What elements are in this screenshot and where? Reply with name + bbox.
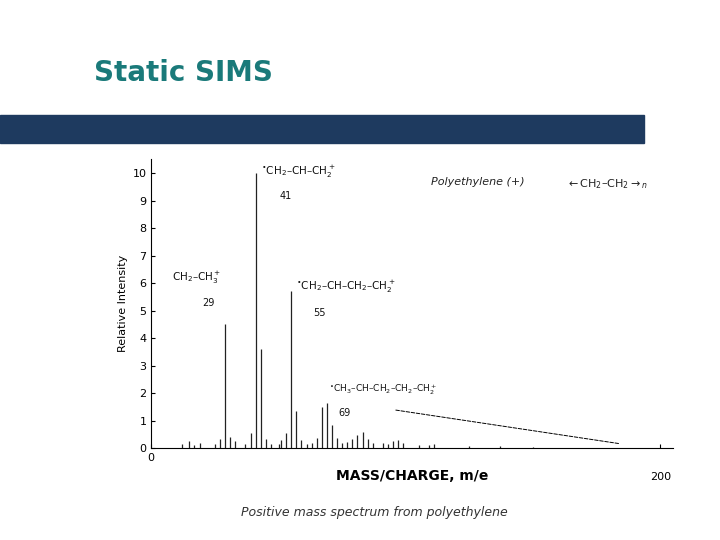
- Text: 69: 69: [338, 408, 351, 418]
- Text: $\leftarrow$CH$_2$–CH$_2\rightarrow_n$: $\leftarrow$CH$_2$–CH$_2\rightarrow_n$: [566, 177, 649, 191]
- Y-axis label: Relative Intensity: Relative Intensity: [118, 255, 128, 353]
- Text: $^{\bullet}$CH$_2$–CH–CH$_2$–CH$_2^+$: $^{\bullet}$CH$_2$–CH–CH$_2$–CH$_2^+$: [297, 279, 396, 295]
- Text: 55: 55: [313, 308, 325, 318]
- Text: CH$_2$–CH$_3^+$: CH$_2$–CH$_3^+$: [171, 270, 221, 286]
- Text: $^{\bullet}$CH$_3$–CH–CH$_2$–CH$_2$–CH$_2^+$: $^{\bullet}$CH$_3$–CH–CH$_2$–CH$_2$–CH$_…: [330, 383, 438, 397]
- Text: Positive mass spectrum from polyethylene: Positive mass spectrum from polyethylene: [241, 505, 508, 519]
- Text: 29: 29: [202, 298, 215, 308]
- X-axis label: MASS/CHARGE, m/e: MASS/CHARGE, m/e: [336, 469, 488, 483]
- Text: 41: 41: [280, 191, 292, 201]
- Text: $^{\bullet}$CH$_2$–CH–CH$_2^+$: $^{\bullet}$CH$_2$–CH–CH$_2^+$: [261, 164, 335, 180]
- Text: Polyethylene (+): Polyethylene (+): [431, 177, 525, 187]
- Text: 200: 200: [650, 471, 671, 482]
- Text: Static SIMS: Static SIMS: [94, 59, 274, 87]
